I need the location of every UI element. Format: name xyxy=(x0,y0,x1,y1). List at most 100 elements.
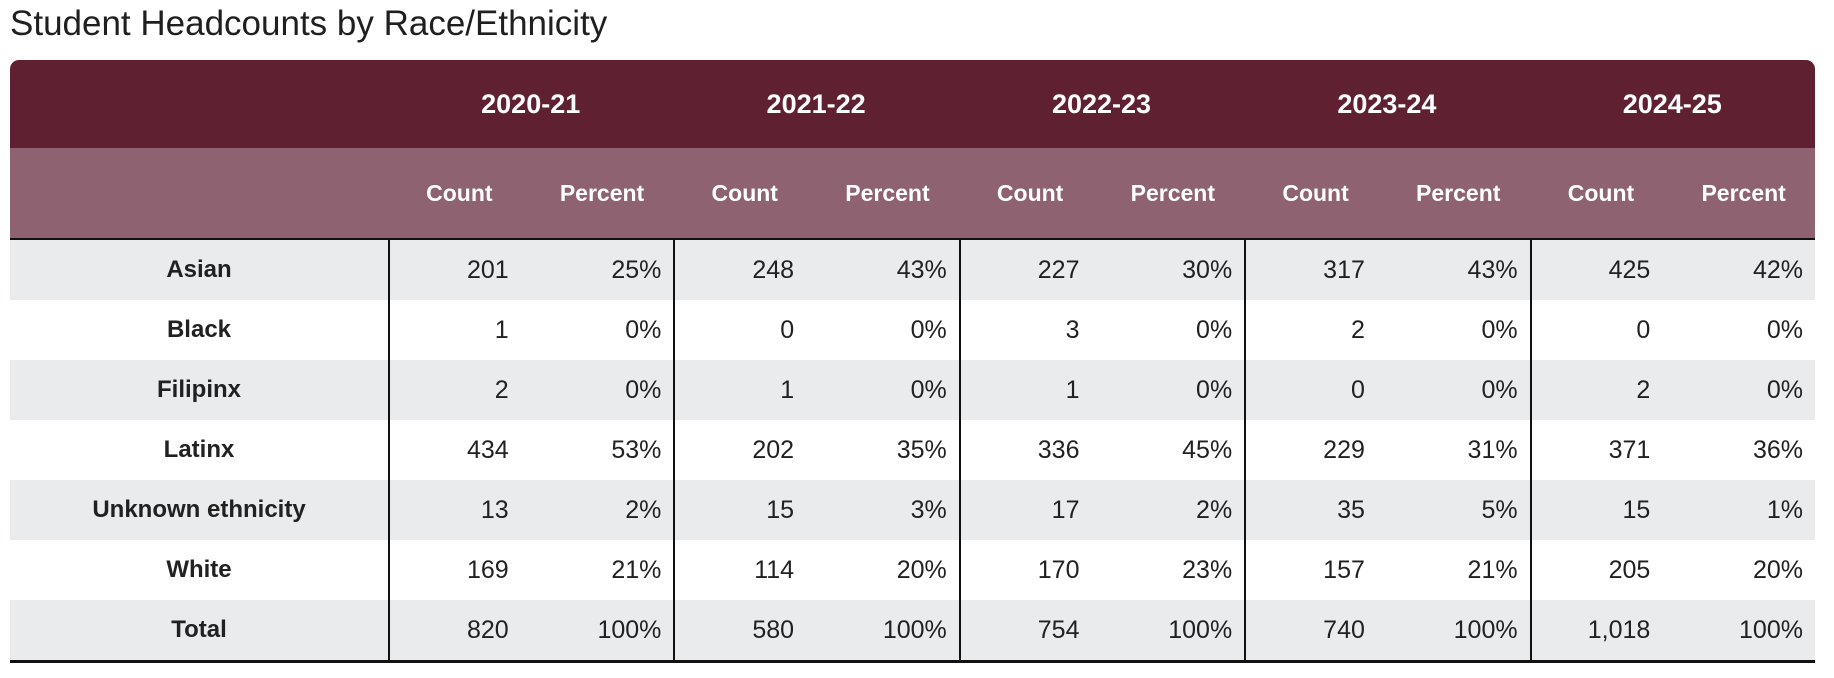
count-cell: 229 xyxy=(1244,420,1387,480)
column-header-count: Count xyxy=(1567,179,1635,206)
count-cell: 248 xyxy=(673,240,816,300)
column-header-count: Count xyxy=(1282,179,1349,206)
count-cell: 13 xyxy=(388,480,531,540)
count-cell: 434 xyxy=(388,420,531,480)
percent-cell: 30% xyxy=(1182,255,1233,284)
count-cell: 336 xyxy=(958,420,1102,480)
count-cell: 371 xyxy=(1529,420,1673,480)
count-cell: 0 xyxy=(1529,300,1673,360)
percent-cell: 45% xyxy=(1182,435,1233,464)
column-header-percent: Percent xyxy=(1416,179,1501,206)
table-row: Asian 201 25% 248 43% 227 30% 317 43% 425 42% xyxy=(10,240,1815,300)
count-cell: 1 xyxy=(958,360,1102,420)
year-header-cell: 2024-25 xyxy=(1622,88,1722,119)
count-cell: 1 xyxy=(673,360,816,420)
row-label: Black xyxy=(166,316,232,343)
count-cell: 157 xyxy=(1244,540,1387,600)
count-cell: 227 xyxy=(958,240,1102,300)
percent-cell: 3% xyxy=(910,495,947,524)
row-label: Asian xyxy=(166,256,232,283)
column-header-percent: Percent xyxy=(845,179,930,206)
percent-cell: 100% xyxy=(597,615,662,644)
year-header-cell: 2020-21 xyxy=(481,88,581,119)
table-row: White 169 21% 114 20% 170 23% 157 21% 205 20% xyxy=(10,540,1815,600)
percent-cell: 0% xyxy=(1481,315,1518,344)
count-cell: 170 xyxy=(958,540,1102,600)
column-header-count: Count xyxy=(426,179,493,206)
count-cell: 0 xyxy=(1244,360,1387,420)
year-header-row: 2020-21 2021-22 2022-23 2023-24 2024-25 xyxy=(10,60,1815,148)
year-header-cell: 2023-24 xyxy=(1337,88,1437,119)
count-cell: 0 xyxy=(673,300,816,360)
percent-cell: 2% xyxy=(1196,495,1233,524)
count-cell: 580 xyxy=(673,600,816,660)
count-cell: 17 xyxy=(958,480,1102,540)
count-cell: 114 xyxy=(673,540,816,600)
percent-cell: 1% xyxy=(1766,495,1803,524)
count-cell: 2 xyxy=(388,360,531,420)
count-cell: 820 xyxy=(388,600,531,660)
percent-cell: 0% xyxy=(1766,315,1803,344)
count-cell: 2 xyxy=(1529,360,1673,420)
percent-cell: 43% xyxy=(896,255,947,284)
percent-cell: 35% xyxy=(896,435,947,464)
percent-cell: 25% xyxy=(611,255,662,284)
table-row: Unknown ethnicity 13 2% 15 3% 17 2% 35 5% 15 1% xyxy=(10,480,1815,540)
percent-cell: 0% xyxy=(1481,375,1518,404)
subheader-corner-spacer xyxy=(10,148,388,238)
percent-cell: 100% xyxy=(1453,615,1518,644)
percent-cell: 31% xyxy=(1467,435,1518,464)
headcount-table: 2020-21 2021-22 2022-23 2023-24 2024-25 … xyxy=(10,60,1815,663)
percent-cell: 0% xyxy=(1196,315,1233,344)
row-label: Latinx xyxy=(163,436,235,463)
percent-cell: 0% xyxy=(910,315,947,344)
table-row: Total 820 100% 580 100% 754 100% 740 100% 1,018 10… xyxy=(10,600,1815,660)
count-cell: 1 xyxy=(388,300,531,360)
percent-cell: 0% xyxy=(910,375,947,404)
table-row: Filipinx 2 0% 1 0% 1 0% 0 0% 2 0% xyxy=(10,360,1815,420)
percent-cell: 5% xyxy=(1481,495,1518,524)
percent-cell: 23% xyxy=(1182,555,1233,584)
percent-cell: 0% xyxy=(1766,375,1803,404)
percent-cell: 36% xyxy=(1752,435,1803,464)
percent-cell: 20% xyxy=(1752,555,1803,584)
column-header-count: Count xyxy=(996,179,1064,206)
column-header-percent: Percent xyxy=(1130,179,1216,206)
year-header-cell: 2021-22 xyxy=(766,88,866,119)
count-cell: 317 xyxy=(1244,240,1387,300)
page-title: Student Headcounts by Race/Ethnicity xyxy=(10,4,608,43)
column-header-percent: Percent xyxy=(559,179,645,206)
subheader-row: Count Percent Count Percent Count Percen… xyxy=(10,148,1815,240)
count-cell: 169 xyxy=(388,540,531,600)
column-header-percent: Percent xyxy=(1701,179,1786,206)
table-row: Latinx 434 53% 202 35% 336 45% 229 31% 371 36% xyxy=(10,420,1815,480)
count-cell: 2 xyxy=(1244,300,1387,360)
count-cell: 425 xyxy=(1529,240,1673,300)
percent-cell: 0% xyxy=(625,315,662,344)
count-cell: 15 xyxy=(1529,480,1673,540)
header-corner-spacer xyxy=(10,60,388,148)
count-cell: 205 xyxy=(1529,540,1673,600)
table-row: Black 1 0% 0 0% 3 0% 2 0% 0 0% xyxy=(10,300,1815,360)
count-cell: 202 xyxy=(673,420,816,480)
percent-cell: 100% xyxy=(882,615,947,644)
column-header-count: Count xyxy=(711,179,778,206)
percent-cell: 100% xyxy=(1739,615,1803,644)
table-body: Asian 201 25% 248 43% 227 30% 317 43% 425 42% Black… xyxy=(10,240,1815,663)
percent-cell: 21% xyxy=(1467,555,1518,584)
count-cell: 1,018 xyxy=(1529,600,1673,660)
row-label: White xyxy=(166,556,232,583)
count-cell: 3 xyxy=(958,300,1102,360)
percent-cell: 42% xyxy=(1752,255,1803,284)
row-label: Total xyxy=(171,616,227,643)
percent-cell: 100% xyxy=(1168,615,1233,644)
percent-cell: 43% xyxy=(1467,255,1518,284)
count-cell: 740 xyxy=(1244,600,1387,660)
percent-cell: 20% xyxy=(896,555,947,584)
row-label: Unknown ethnicity xyxy=(92,496,306,523)
percent-cell: 0% xyxy=(1196,375,1233,404)
count-cell: 754 xyxy=(958,600,1102,660)
percent-cell: 53% xyxy=(611,435,662,464)
year-header-cell: 2022-23 xyxy=(1051,88,1152,119)
